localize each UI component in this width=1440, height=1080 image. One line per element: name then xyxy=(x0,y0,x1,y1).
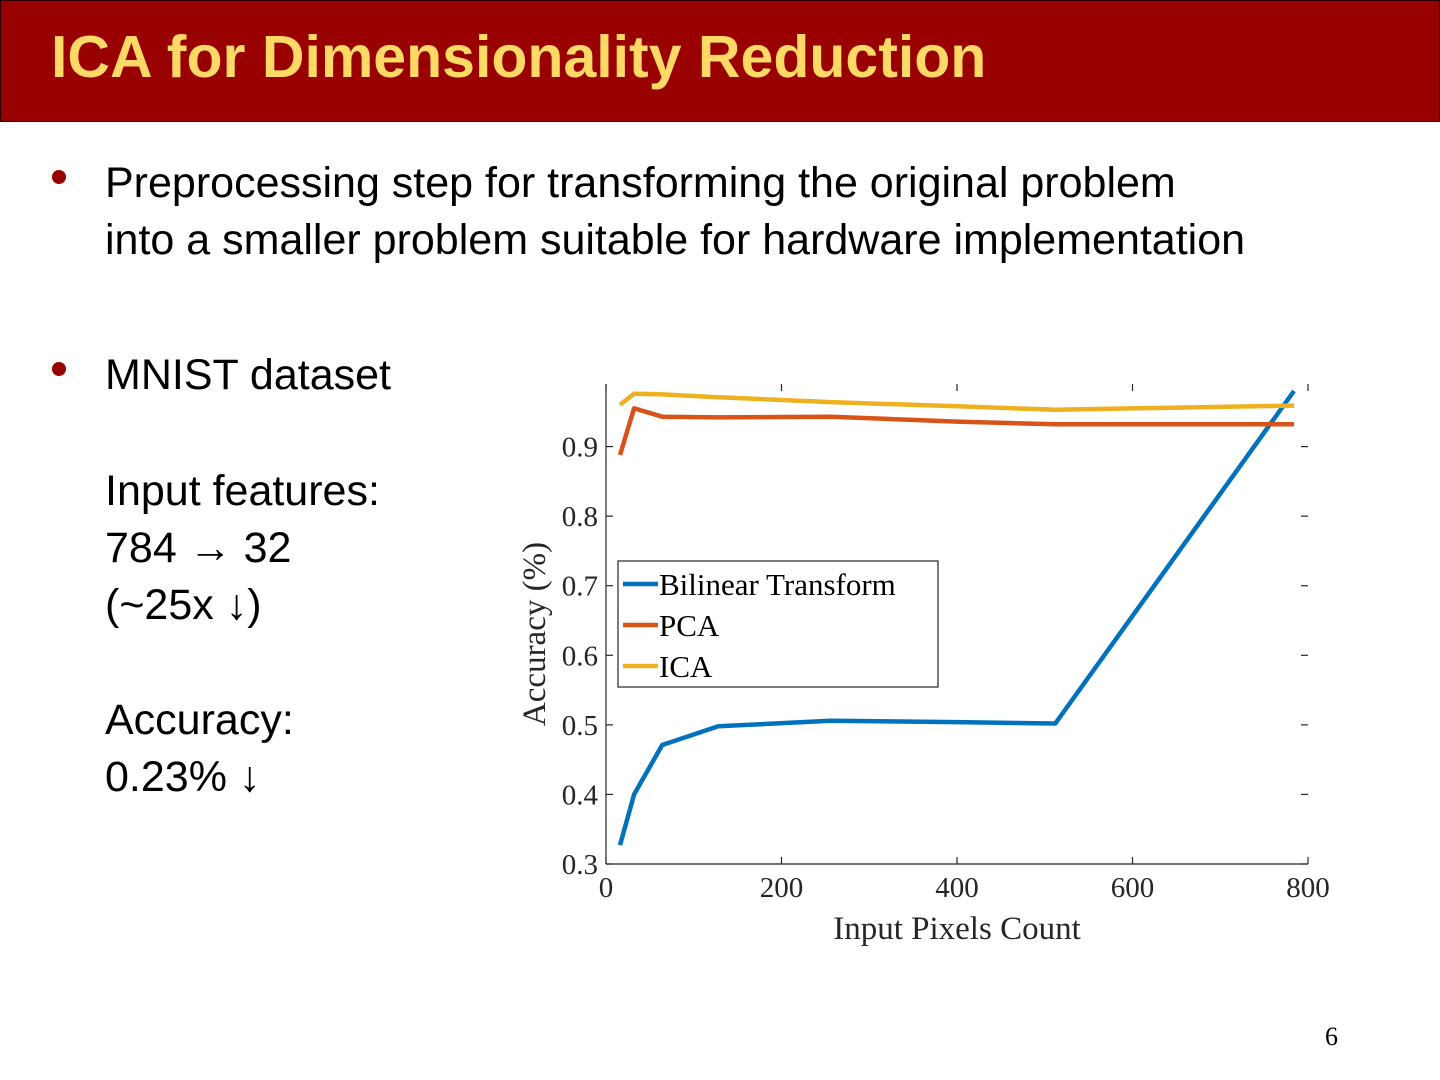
detail-accuracy-label: Accuracy: xyxy=(105,696,294,744)
legend-box xyxy=(617,560,939,688)
detail-input-features-label: Input features: xyxy=(105,467,380,515)
y-tick-label: 0.4 xyxy=(562,779,599,811)
x-tick-label: 0 xyxy=(599,872,614,904)
accuracy-chart: 0 200 400 600 800 0.3 0.4 0.5 0.6 0.7 0.8 0.9 Input … xyxy=(517,384,1330,947)
page-number: 6 xyxy=(1325,1022,1338,1051)
bullet-line: Preprocessing step for transforming the … xyxy=(105,159,1176,207)
y-tick-label: 0.5 xyxy=(562,710,598,742)
bullet-label-mnist: MNIST dataset xyxy=(105,351,391,399)
bullet-line: into a smaller problem suitable for hard… xyxy=(105,216,1246,264)
slide-title: ICA for Dimensionality Reduction xyxy=(51,24,987,90)
title-bar: ICA for Dimensionality Reduction xyxy=(0,0,1440,122)
y-axis-label: Accuracy (%) xyxy=(517,542,553,726)
legend-entry: PCA xyxy=(659,608,720,643)
series-line-3 xyxy=(618,391,1295,412)
detail-feature-reduction: 784 → 32 xyxy=(105,524,292,572)
detail-accuracy-drop: 0.23% ↓ xyxy=(105,753,261,801)
y-tick-label: 0.8 xyxy=(562,501,598,533)
y-tick-label: 0.7 xyxy=(562,571,598,603)
bullet-text-1: Preprocessing step for transforming the … xyxy=(105,155,1245,269)
y-tick-label: 0.3 xyxy=(562,849,598,881)
legend-entry: Bilinear Transform xyxy=(659,567,896,602)
x-tick-label: 200 xyxy=(760,872,804,904)
x-tick-label: 400 xyxy=(935,872,979,904)
legend-entry: ICA xyxy=(659,649,713,684)
y-tick-label: 0.6 xyxy=(562,640,598,672)
x-tick-label: 600 xyxy=(1111,872,1155,904)
x-axis-label: Input Pixels Count xyxy=(833,911,1081,947)
detail-reduction-factor: (~25x ↓) xyxy=(105,581,262,629)
x-tick-label: 800 xyxy=(1286,872,1330,904)
bullet-marker-1 xyxy=(52,170,66,184)
y-tick-label: 0.9 xyxy=(562,432,598,464)
series-line-1 xyxy=(617,389,1296,846)
bullet-marker-2 xyxy=(52,362,66,376)
series-line-2 xyxy=(617,406,1294,456)
